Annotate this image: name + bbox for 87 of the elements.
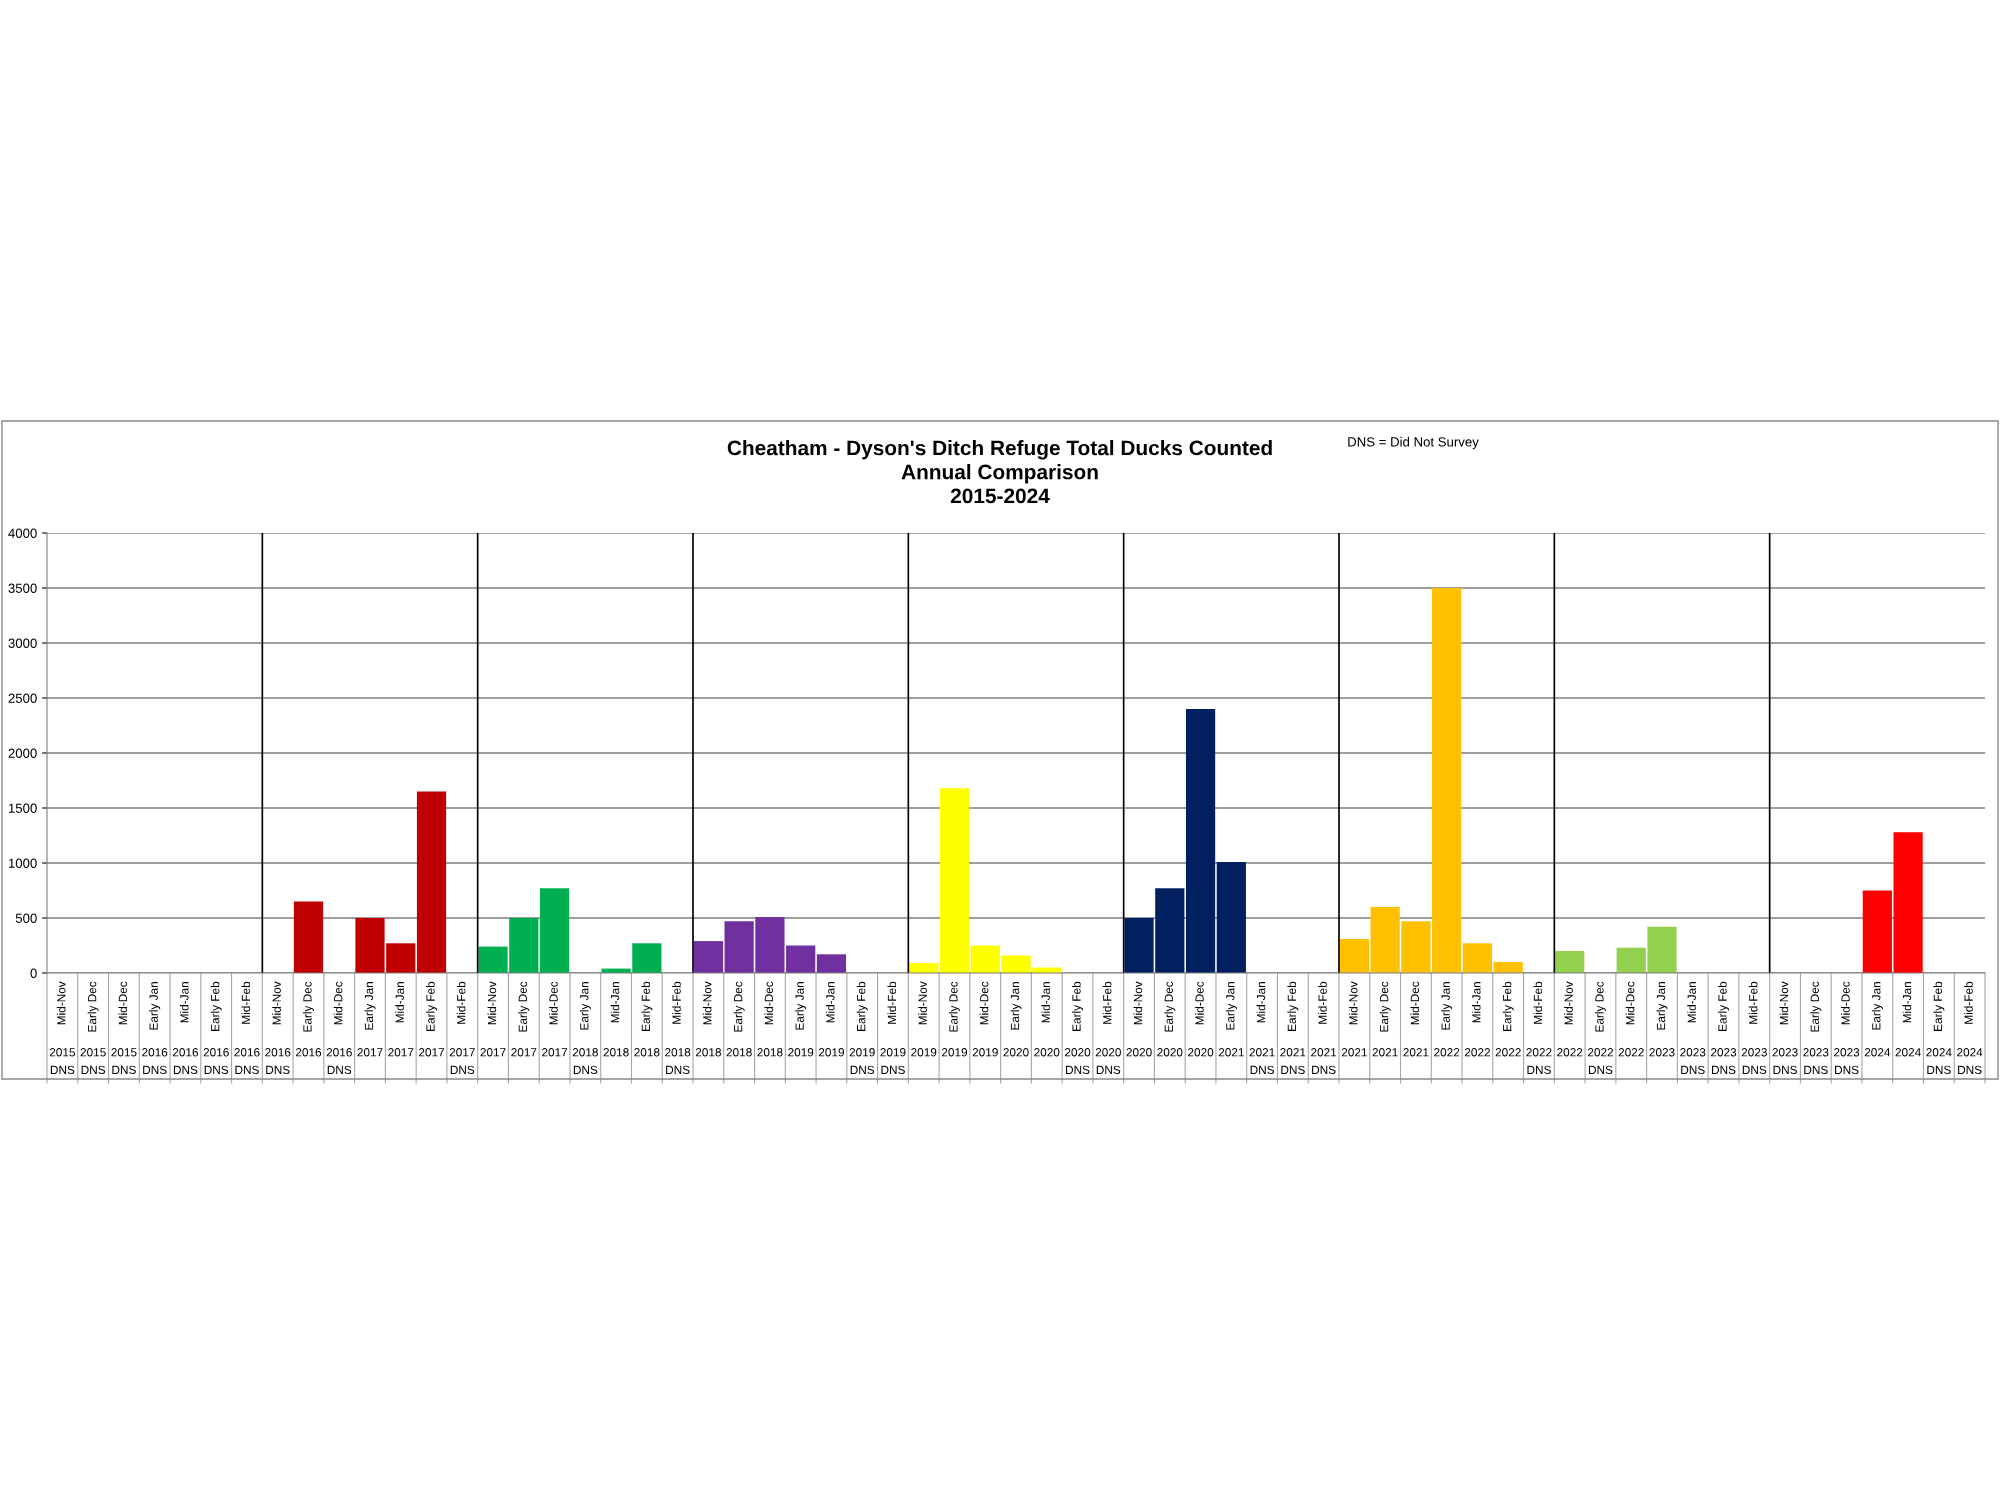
category-label: Mid-Nov 2015 DNS (49, 981, 76, 1075)
category-label: Early Dec 2015 DNS (80, 981, 106, 1075)
category-label: Mid-Nov 2020 (1126, 981, 1152, 1057)
category-label: Mid-Jan 2022 (1464, 982, 1490, 1057)
category-label: Mid-Dec 2019 (972, 981, 998, 1057)
bar (1493, 962, 1523, 973)
category-label: Mid-Dec 2020 (1188, 981, 1214, 1057)
category-label: Early Jan 2024 (1864, 982, 1891, 1057)
y-tick-label: 3500 (8, 583, 37, 593)
y-tick-label: 2000 (8, 748, 37, 758)
category-label: Early Jan 2016 DNS (142, 982, 168, 1075)
category-label: Mid-Nov 2023 DNS (1772, 981, 1798, 1075)
category-label: Mid-Nov 2021 (1341, 981, 1367, 1057)
y-tick-label: 0 (30, 968, 37, 978)
y-tick-label: 1500 (8, 803, 37, 813)
category-label: Mid-Jan 2017 (388, 982, 414, 1057)
category-label: Mid-Feb 2016 DNS (234, 981, 260, 1075)
category-label: Mid-Nov 2016 DNS (265, 981, 291, 1075)
category-label: Mid-Nov 2017 (480, 981, 506, 1057)
category-label: Early Dec 2023 DNS (1803, 981, 1829, 1075)
category-label: Early Feb 2021 DNS (1280, 981, 1306, 1075)
y-tick-label: 4000 (8, 528, 37, 538)
y-tick-label: 500 (15, 913, 37, 923)
category-label: Mid-Feb 2023 DNS (1741, 981, 1767, 1075)
category-label: Mid-Nov 2022 (1557, 981, 1583, 1057)
category-label: Mid-Dec 2015 DNS (111, 981, 137, 1075)
category-label: Mid-Dec 2021 (1403, 981, 1429, 1057)
category-label: Early Feb 2022 (1495, 981, 1521, 1057)
category-label: Early Jan 2017 (357, 982, 383, 1057)
category-label: Early Jan 2019 (788, 982, 814, 1057)
category-label: Early Dec 2017 (511, 981, 537, 1057)
category-label: Mid-Feb 2024 DNS (1957, 981, 1983, 1075)
chart-title: Cheatham - Dyson's Ditch Refuge Total Ducks Counted Annual Comparison 2015-2024 (727, 440, 1272, 504)
category-label: Mid-Nov 2018 (695, 981, 721, 1057)
bar (693, 941, 723, 973)
bar (293, 901, 324, 973)
category-label: Early Feb 2018 (634, 981, 660, 1057)
category-label: Early Jan 2022 (1434, 982, 1460, 1057)
category-label: Mid-Dec 2023 DNS (1834, 981, 1860, 1075)
bar (1339, 938, 1369, 973)
category-label: Early Dec 2018 (726, 981, 752, 1057)
category-label: Mid-Jan 2020 (1034, 982, 1060, 1057)
category-label: Early Jan 2023 (1649, 982, 1675, 1057)
category-label: Mid-Jan 2023 DNS (1680, 982, 1706, 1075)
category-label: Early Dec 2022 DNS (1587, 981, 1614, 1075)
category-label: Mid-Jan 2019 (818, 982, 844, 1057)
category-label: Mid-Feb 2020 DNS (1095, 981, 1121, 1075)
category-label: Mid-Jan 2021 DNS (1249, 982, 1275, 1075)
category-label: Mid-Jan 2024 (1895, 982, 1921, 1057)
text: DNS = Did Not Survey (1348, 436, 1479, 450)
category-label: Mid-Nov 2019 (911, 981, 937, 1057)
category-label: Mid-Feb 2017 DNS (449, 981, 475, 1075)
category-label: Early Dec 2021 (1372, 981, 1398, 1057)
category-label: Mid-Feb 2021 DNS (1311, 981, 1337, 1075)
category-label: Early Jan 2021 (1218, 982, 1244, 1057)
category-label: Early Feb 2023 DNS (1710, 981, 1737, 1075)
bar (816, 954, 847, 973)
y-tick-label: 2500 (8, 693, 37, 703)
category-label: Mid-Dec 2016 DNS (326, 981, 352, 1075)
category-label: Mid-Dec 2018 (757, 981, 783, 1057)
category-label: Early Dec 2020 (1157, 981, 1183, 1057)
bar (539, 888, 570, 973)
category-label: Mid-Feb 2019 DNS (880, 981, 906, 1075)
category-label: Early Feb 2019 DNS (849, 981, 875, 1075)
bar (416, 791, 447, 973)
bar (1462, 943, 1493, 973)
bar (1185, 709, 1216, 973)
category-label: Mid-Jan 2018 (603, 982, 629, 1057)
category-label: Early Feb 2016 DNS (203, 981, 229, 1075)
category-label: Mid-Feb 2022 DNS (1526, 981, 1552, 1075)
y-tick-label: 1000 (8, 858, 37, 868)
bar (1555, 951, 1585, 973)
category-label: Early Feb 2020 DNS (1064, 981, 1091, 1075)
category-label: Mid-Dec 2017 (542, 981, 568, 1057)
bar (1216, 861, 1246, 973)
category-label: Early Jan 2018 DNS (572, 982, 598, 1075)
category-label: Early Feb 2024 DNS (1926, 981, 1952, 1075)
y-tick-label: 3000 (8, 638, 37, 648)
category-label: Early Feb 2017 (418, 981, 445, 1057)
bar (909, 963, 939, 973)
category-label: Mid-Jan 2016 DNS (172, 982, 199, 1075)
category-label: Mid-Feb 2018 DNS (665, 981, 691, 1075)
bar (939, 788, 970, 973)
category-label: Early Jan 2020 (1003, 982, 1029, 1057)
category-label: Mid-Dec 2022 (1618, 981, 1644, 1057)
category-label: Early Dec 2016 (295, 981, 322, 1057)
category-label: Early Dec 2019 (941, 981, 968, 1057)
